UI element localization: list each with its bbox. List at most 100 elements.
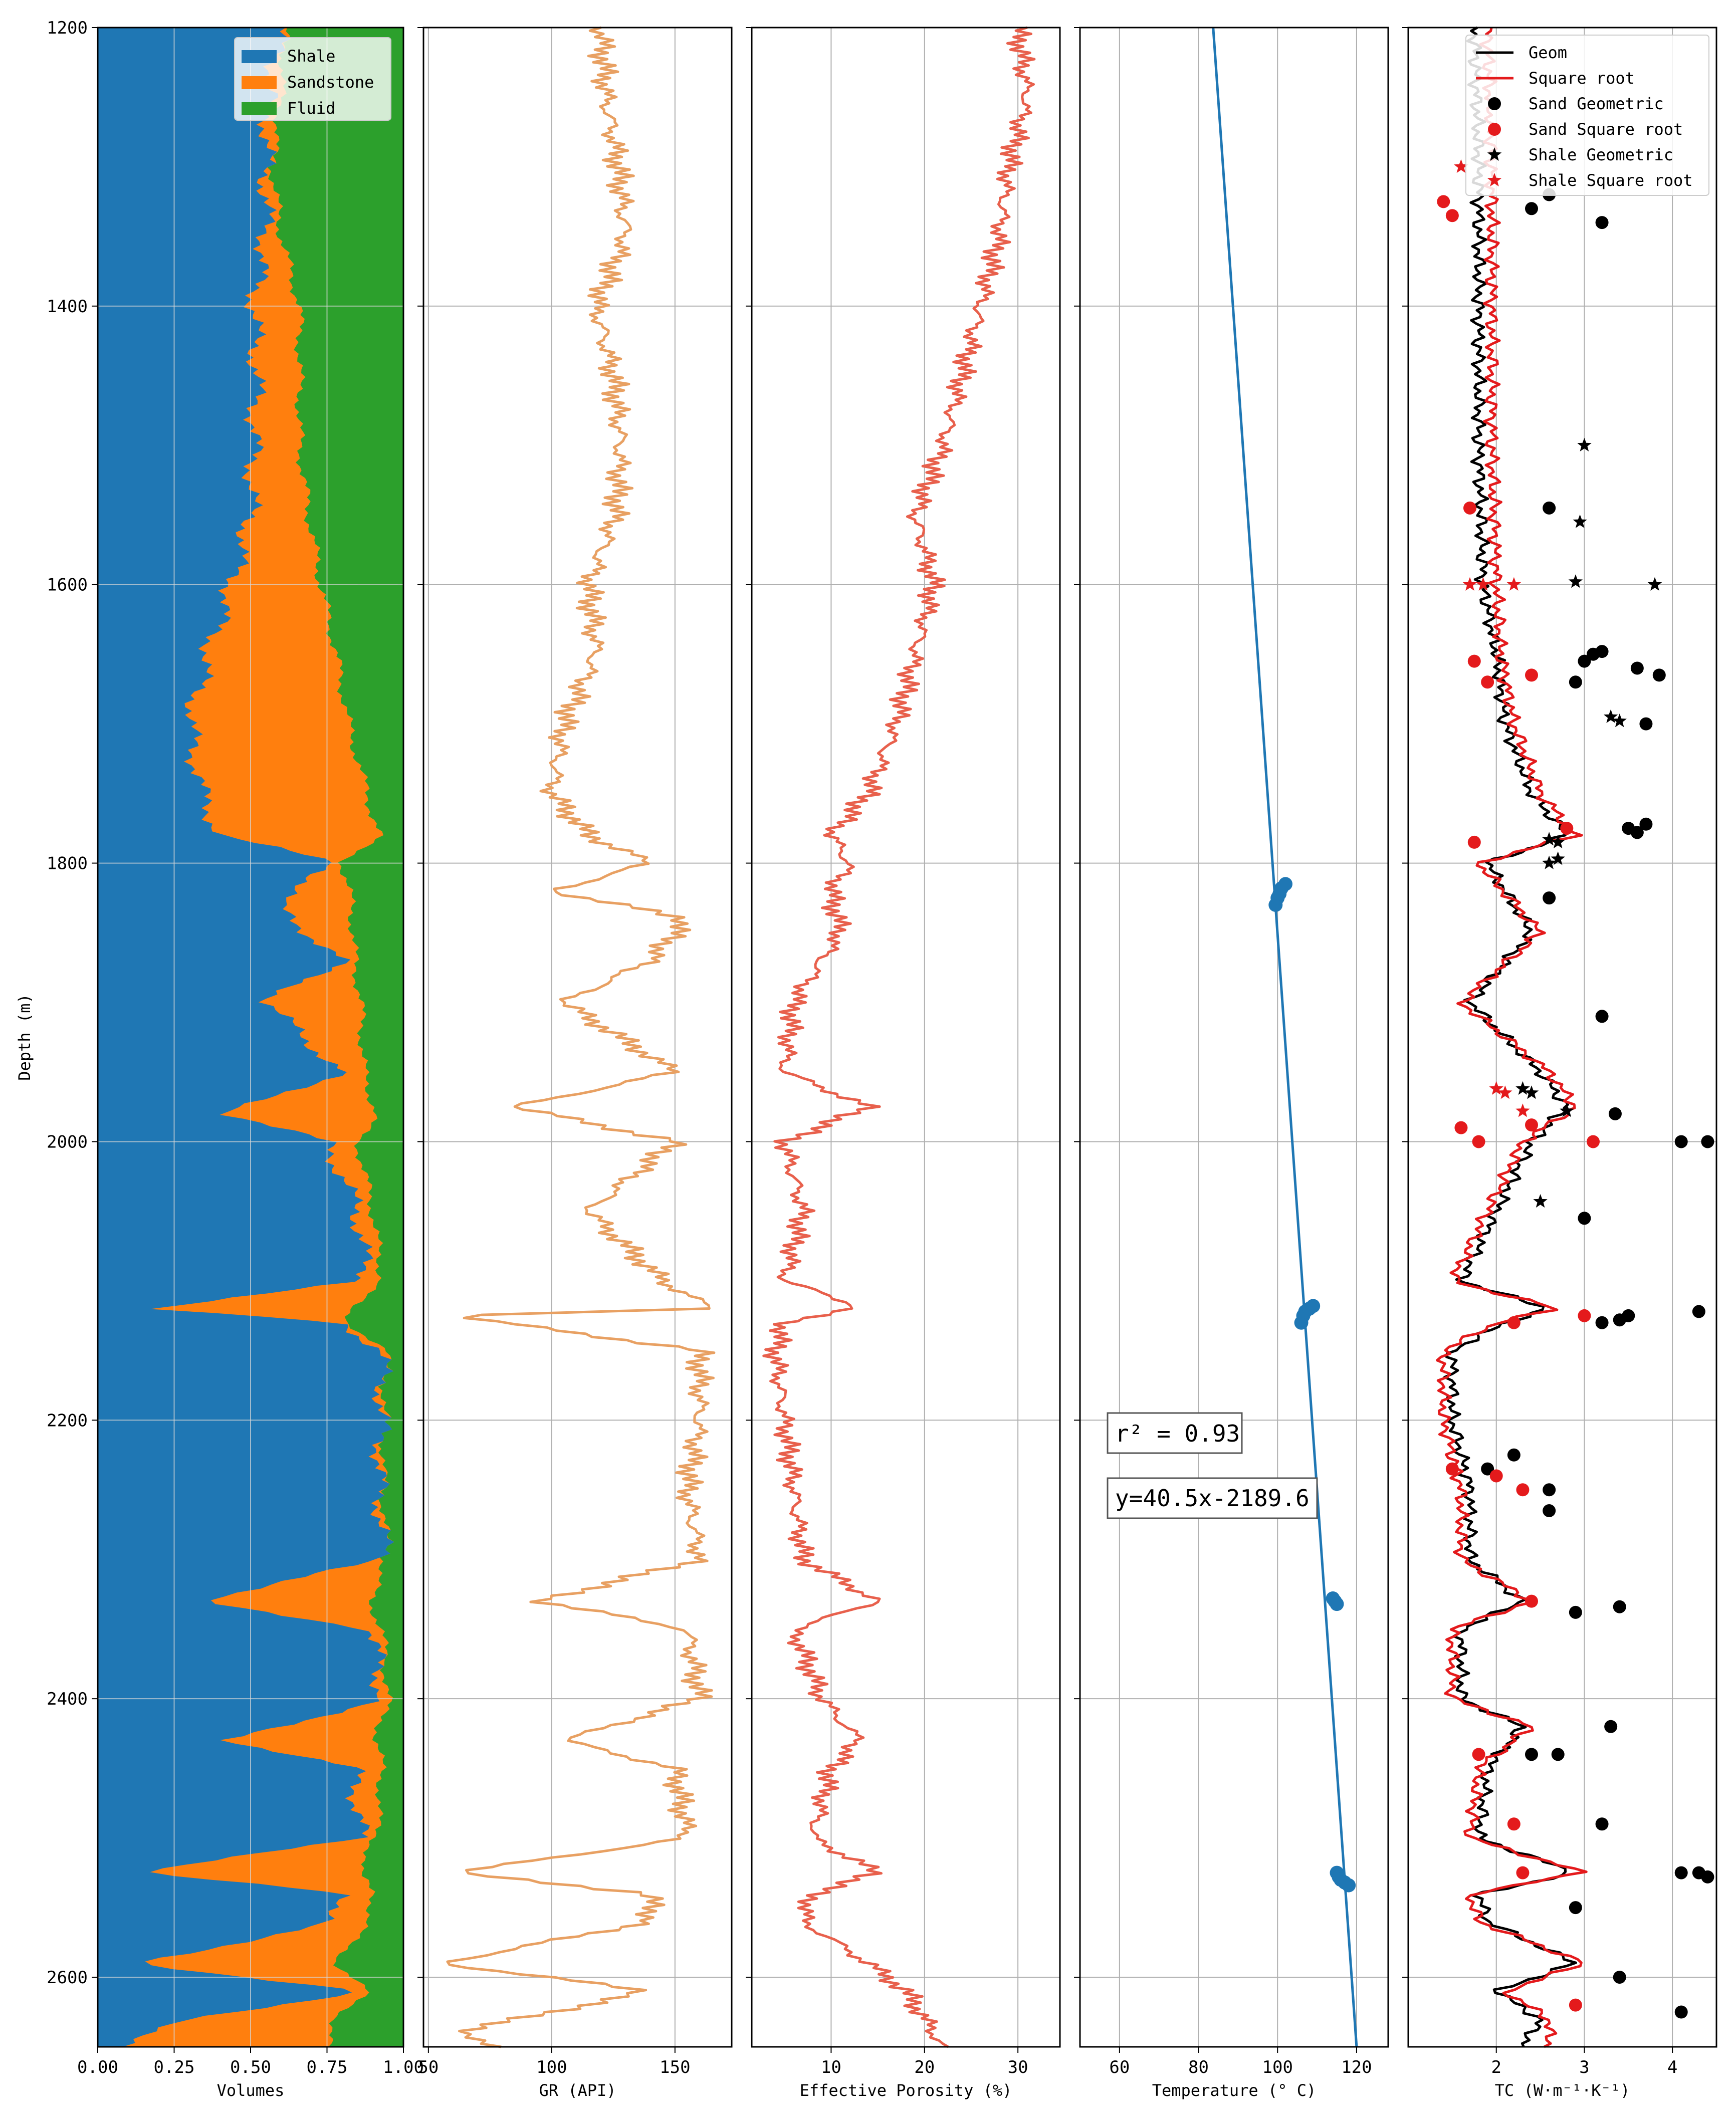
sand-geometric-point — [1551, 1748, 1565, 1761]
sand-geometric-point — [1622, 1309, 1635, 1322]
y-tick-label: 2000 — [47, 1132, 88, 1152]
x-tick-label-tc: 2 — [1491, 2057, 1501, 2077]
sand-geometric-point — [1543, 501, 1556, 515]
shale-square-root-point — [1462, 577, 1477, 591]
log-curve-gr — [446, 26, 716, 2048]
sand-geometric-point — [1674, 1135, 1688, 1148]
sand-geometric-point — [1630, 661, 1644, 675]
legend-volumes: Shale Sandstone Fluid — [234, 37, 391, 121]
sand-geometric-point — [1674, 1866, 1688, 1879]
shale-geometric-point — [1551, 851, 1565, 865]
legend-label: Shale — [287, 47, 335, 66]
tc-curve-sqrt — [1436, 27, 1588, 2048]
panel-gr: 50 100 150 GR (API) — [417, 26, 733, 2100]
x-axis-label-porosity: Effective Porosity (%) — [800, 2081, 1012, 2100]
axes-frame-tc — [1407, 27, 1717, 2048]
x-tick-label-gr: 100 — [536, 2057, 567, 2077]
temperature-point — [1330, 1597, 1344, 1611]
log-curve-porosity — [762, 26, 1036, 2048]
shale-geometric-point — [1524, 1085, 1539, 1099]
sand-square-root-point — [1516, 1866, 1530, 1879]
legend-label: Fluid — [287, 99, 335, 118]
sand-geometric-point — [1578, 654, 1591, 668]
sand-square-root-point — [1445, 1462, 1459, 1476]
shale-square-root-point — [1498, 1085, 1512, 1099]
fit-line — [1212, 27, 1358, 2047]
legend-swatch-shale — [242, 50, 277, 63]
sand-geometric-point — [1569, 1901, 1582, 1915]
shale-geometric-point — [1603, 709, 1618, 723]
sand-square-root-point — [1560, 822, 1574, 835]
sand-square-root-point — [1472, 1748, 1485, 1761]
sand-geometric-point — [1692, 1305, 1705, 1318]
axes-frame-temperature — [1079, 27, 1389, 2048]
sand-geometric-point — [1652, 668, 1666, 682]
area-shale — [98, 28, 394, 2047]
sand-geometric-point — [1525, 1748, 1538, 1761]
temperature-point — [1342, 1878, 1356, 1893]
legend-label: Sandstone — [287, 73, 374, 92]
sand-geometric-point — [1595, 1817, 1609, 1831]
sand-geometric-point — [1701, 1135, 1714, 1148]
sand-geometric-point — [1595, 1316, 1609, 1329]
sand-square-root-point — [1454, 1121, 1468, 1134]
legend-swatch-sandstone — [242, 76, 277, 89]
sand-geometric-point — [1613, 1600, 1626, 1613]
shale-square-root-point — [1489, 1081, 1503, 1095]
axes-frame-gr — [422, 27, 733, 2048]
legend-label: Square root — [1529, 69, 1635, 88]
sand-square-root-point — [1467, 654, 1481, 668]
legend-tc: Geom Square root Sand Geometric Sand Square… — [1465, 35, 1709, 196]
sand-square-root-point — [1463, 501, 1476, 515]
legend-label: Geom — [1529, 43, 1567, 62]
shale-geometric-point — [1568, 574, 1583, 588]
y-tick-label: 2400 — [47, 1689, 88, 1709]
sand-geometric-point — [1674, 2005, 1688, 2019]
sand-geometric-point — [1543, 1504, 1556, 1517]
legend-swatch-fluid — [242, 102, 277, 115]
sand-geometric-point — [1543, 891, 1556, 905]
x-tick-label-temperature: 60 — [1109, 2057, 1130, 2077]
x-tick-label-gr: 150 — [660, 2057, 690, 2077]
panel-tc: Geom Square root Sand Geometric Sand Square… — [1402, 26, 1717, 2100]
x-tick-label-tc: 3 — [1579, 2057, 1589, 2077]
sand-square-root-point — [1507, 1817, 1521, 1831]
annotation-eq-box — [1107, 1477, 1318, 1519]
y-tick-label: 1200 — [47, 18, 88, 38]
sand-geometric-point — [1569, 1605, 1582, 1619]
annotation-r2-box — [1107, 1412, 1243, 1454]
sand-square-root-point — [1525, 1118, 1538, 1132]
x-axis-label-temperature: Temperature (° C) — [1152, 2081, 1317, 2100]
y-tick-label: 2200 — [47, 1410, 88, 1431]
x-tick-label-temperature: 80 — [1188, 2057, 1209, 2077]
x-tick-label-porosity: 10 — [821, 2057, 841, 2077]
x-tick-label-tc: 4 — [1667, 2057, 1677, 2077]
x-axis-label-gr: GR (API) — [539, 2081, 616, 2100]
sand-geometric-point — [1481, 1462, 1494, 1476]
sand-square-root-point — [1467, 835, 1481, 849]
sand-geometric-point — [1525, 202, 1538, 215]
sand-square-root-point — [1578, 1309, 1591, 1322]
x-tick-label-temperature: 120 — [1341, 2057, 1372, 2077]
axes-frame-porosity — [751, 27, 1061, 2048]
legend-star-marker — [1487, 147, 1502, 161]
shale-geometric-point — [1560, 1103, 1574, 1117]
sand-geometric-point — [1569, 675, 1582, 689]
sand-square-root-point — [1507, 1316, 1521, 1329]
shale-geometric-point — [1573, 514, 1587, 528]
sand-square-root-point — [1525, 668, 1538, 682]
legend-dot-marker — [1488, 123, 1501, 136]
shale-geometric-point — [1612, 714, 1627, 728]
annotation-equation: y=40.5x-2189.6 — [1115, 1485, 1310, 1512]
sand-geometric-point — [1595, 645, 1609, 658]
y-axis-label: Depth (m) — [15, 994, 34, 1080]
y-tick-label: 1600 — [47, 575, 88, 595]
x-tick-label-porosity: 30 — [1008, 2057, 1028, 2077]
sand-geometric-point — [1507, 1448, 1521, 1462]
sand-geometric-point — [1608, 1107, 1622, 1120]
panel-temperature: r² = 0.93 y=40.5x-2189.6 60 80 100 120 Tempera… — [1074, 27, 1389, 2100]
sand-square-root-point — [1525, 1594, 1538, 1608]
sand-square-root-point — [1472, 1135, 1485, 1148]
y-tick-label: 1800 — [47, 854, 88, 874]
